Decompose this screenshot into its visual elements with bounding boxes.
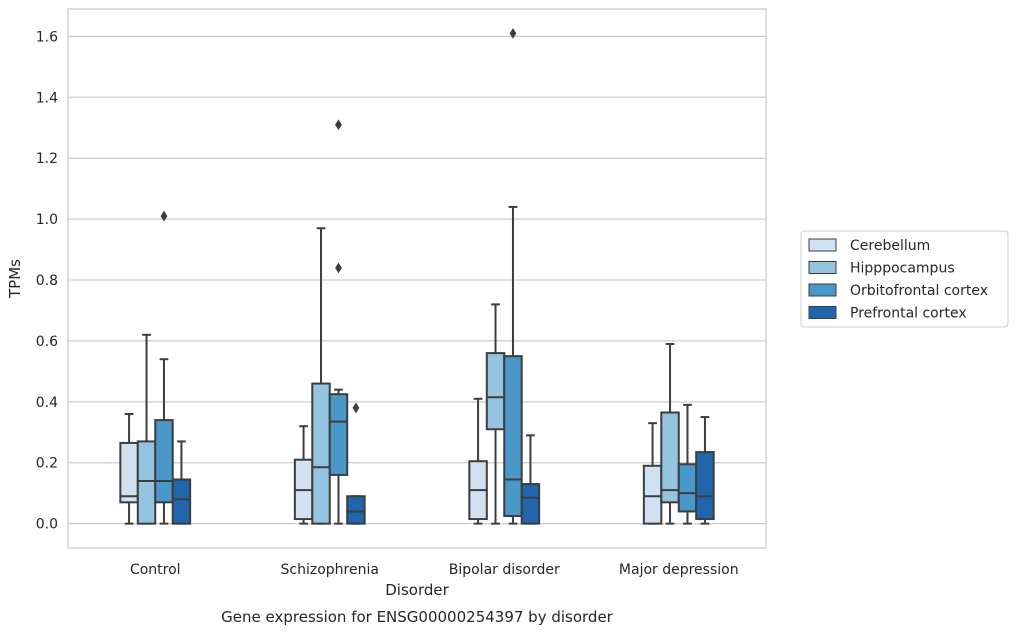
plot-area-frame (67, 8, 767, 549)
box-orbitofrontal-cortex (154, 210, 174, 525)
outlier-point (509, 27, 517, 39)
x-axis-label: Disorder (385, 581, 449, 599)
iqr-box (642, 464, 663, 525)
legend-label: Orbitofrontal cortex (850, 283, 988, 299)
iqr-box (171, 478, 192, 525)
outlier-point (335, 119, 342, 131)
box-cerebellum (468, 397, 488, 525)
y-tick-label: 1.0 (36, 212, 58, 228)
iqr-box (503, 355, 523, 518)
legend-swatch (808, 261, 837, 274)
box-orbitofrontal-cortex (328, 119, 349, 525)
legend-label: Cerebellum (850, 238, 930, 254)
iqr-box (311, 382, 331, 525)
iqr-box (328, 393, 349, 476)
y-tick-label: 0.0 (36, 517, 58, 533)
legend: Cerebellum Hipppocampus Orbitofrontal cort… (800, 230, 1009, 328)
iqr-box (695, 451, 715, 521)
box-hipppocampus (136, 333, 157, 525)
y-tick-label: 0.6 (36, 334, 58, 350)
outlier-point (160, 210, 168, 222)
iqr-box (677, 463, 698, 513)
y-axis-ticks: 0.0 0.2 0.4 0.6 0.8 1.0 1.2 1.4 1.6 (36, 29, 58, 532)
box-hipppocampus (485, 303, 506, 525)
x-axis-ticks: Control Schizophrenia Bipolar disorder Majo… (130, 562, 739, 578)
box-prefrontal-cortex (695, 416, 715, 525)
iqr-box (154, 419, 174, 504)
legend-label: Hipppocampus (850, 261, 955, 277)
legend-frame (800, 230, 1009, 328)
chart-caption: Gene expression for ENSG00000254397 by d… (221, 608, 614, 626)
box-hipppocampus (311, 227, 331, 525)
iqr-box (136, 440, 157, 525)
x-tick-label: Bipolar disorder (449, 562, 560, 578)
legend-swatch (808, 238, 837, 252)
grid-lines (68, 35, 766, 525)
y-tick-label: 1.6 (36, 29, 58, 45)
y-tick-label: 1.4 (36, 90, 58, 106)
iqr-box (660, 411, 680, 504)
box-hipppocampus (660, 342, 680, 525)
legend-swatch (808, 283, 837, 297)
boxes (119, 27, 715, 525)
box-prefrontal-cortex (171, 440, 192, 525)
outlier-point (335, 262, 342, 274)
y-tick-label: 0.4 (36, 395, 58, 411)
x-tick-label: Control (130, 562, 181, 578)
box-orbitofrontal-cortex (503, 27, 523, 525)
box-orbitofrontal-cortex (677, 403, 698, 525)
legend-label: Prefrontal cortex (850, 306, 967, 322)
iqr-box (485, 352, 506, 431)
box-cerebellum (642, 422, 663, 525)
box-prefrontal-cortex (346, 402, 366, 525)
iqr-box (119, 441, 139, 504)
iqr-box (520, 483, 541, 525)
x-tick-label: Major depression (619, 562, 739, 578)
iqr-box (346, 495, 366, 525)
box-cerebellum (293, 425, 314, 525)
outlier-point (352, 402, 360, 414)
box-prefrontal-cortex (520, 434, 541, 525)
x-tick-label: Schizophrenia (281, 562, 379, 578)
y-axis-label: TPMs (6, 259, 24, 299)
y-tick-label: 0.2 (36, 456, 58, 472)
y-tick-label: 0.8 (36, 273, 58, 289)
legend-swatch (808, 306, 837, 319)
y-tick-label: 1.2 (36, 151, 58, 167)
box-cerebellum (119, 413, 139, 525)
